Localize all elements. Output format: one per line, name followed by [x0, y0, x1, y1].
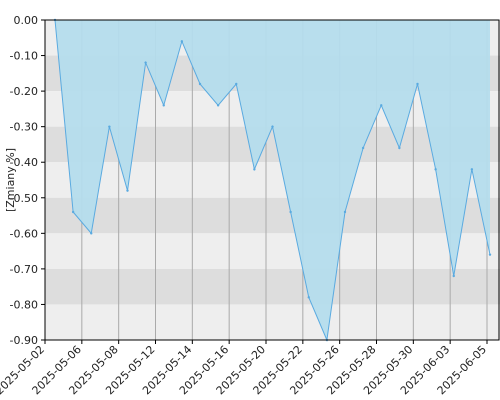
data-point [343, 210, 347, 214]
y-tick-label: -0.50 [10, 192, 38, 205]
background-band [45, 268, 500, 305]
data-point [253, 168, 256, 171]
data-point [162, 104, 165, 107]
x-axis-ticks: 2025-05-022025-05-062025-05-082025-05-12… [0, 340, 489, 397]
y-tick-label: 0.00 [14, 14, 39, 27]
data-point [488, 253, 492, 256]
background-band [45, 162, 500, 198]
data-point [361, 146, 365, 150]
y-tick-label: -0.90 [10, 334, 38, 347]
data-point [144, 61, 147, 64]
data-point [235, 82, 238, 86]
data-point [380, 104, 383, 107]
data-point [216, 104, 220, 107]
series-area [55, 20, 490, 340]
data-point [416, 82, 419, 86]
y-tick-label: -0.10 [10, 50, 38, 63]
data-point [71, 210, 75, 214]
y-axis-ticks: 0.00 -0.10 -0.20 -0.30 -0.40 -0.50 -0.60 -0.70 -… [10, 14, 45, 347]
data-point [126, 189, 129, 192]
data-point [198, 82, 202, 86]
y-tick-label: -0.30 [10, 121, 38, 134]
background-band [45, 304, 500, 340]
y-tick-label: -0.80 [10, 298, 38, 311]
y-tick-label: -0.70 [10, 263, 38, 276]
data-point [180, 40, 184, 43]
data-point [470, 168, 474, 171]
data-point [90, 232, 93, 235]
data-point [289, 210, 292, 214]
background-band [45, 197, 500, 234]
y-tick-label: -0.40 [10, 156, 38, 169]
y-tick-label: -0.60 [10, 227, 38, 240]
data-point [452, 274, 455, 278]
plot-frame [44, 19, 500, 341]
background-band [45, 233, 500, 269]
data-point [271, 125, 274, 128]
y-tick-label: -0.20 [10, 85, 38, 98]
y-axis-title: [Zmiany %] [4, 148, 17, 212]
data-point [307, 296, 310, 299]
data-point [108, 125, 111, 128]
data-point [434, 168, 437, 171]
data-point [398, 146, 401, 150]
